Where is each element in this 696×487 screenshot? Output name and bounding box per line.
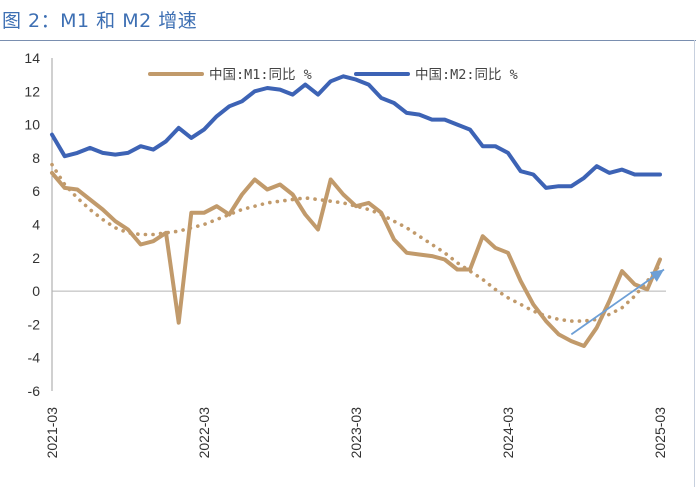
y-tick-label: -2 [28,316,41,332]
y-tick-label: 8 [32,150,40,166]
legend: 中国:M1:同比 % 中国:M2:同比 % [148,67,518,83]
x-axis: 2021-03 2022-03 2023-03 2024-03 2025-03 [44,290,668,459]
series-layer [50,74,665,348]
title-divider [0,40,696,41]
y-tick-label: 12 [24,83,40,99]
y-tick-label: 14 [24,50,40,66]
legend-m1-label: 中国:M1:同比 % [209,67,312,83]
y-tick-label: -6 [28,383,41,399]
x-tick-label: 2025-03 [652,407,668,459]
y-tick-label: 10 [24,117,40,133]
y-tick-label: 6 [32,183,40,199]
trend-arrow-head [649,269,664,282]
x-tick-label: 2024-03 [500,407,516,459]
y-tick-label: 2 [32,250,40,266]
chart-title: 图 2：M1 和 M2 增速 [2,10,198,32]
m1-series-line [50,170,662,348]
x-tick-label: 2022-03 [196,407,212,459]
x-tick-label: 2021-03 [44,407,60,459]
m2-series-line [50,74,662,190]
legend-m2-label: 中国:M2:同比 % [415,67,518,83]
m1-trend-dotted-line [50,162,662,323]
right-border [694,40,695,487]
y-axis: 14 12 10 8 6 4 2 0 -2 -4 -6 [24,50,53,399]
y-tick-label: 0 [32,283,40,299]
trend-arrow-shaft [570,268,665,336]
y-tick-label: 4 [32,217,40,233]
x-tick-label: 2023-03 [348,407,364,459]
y-tick-label: -4 [28,350,41,366]
